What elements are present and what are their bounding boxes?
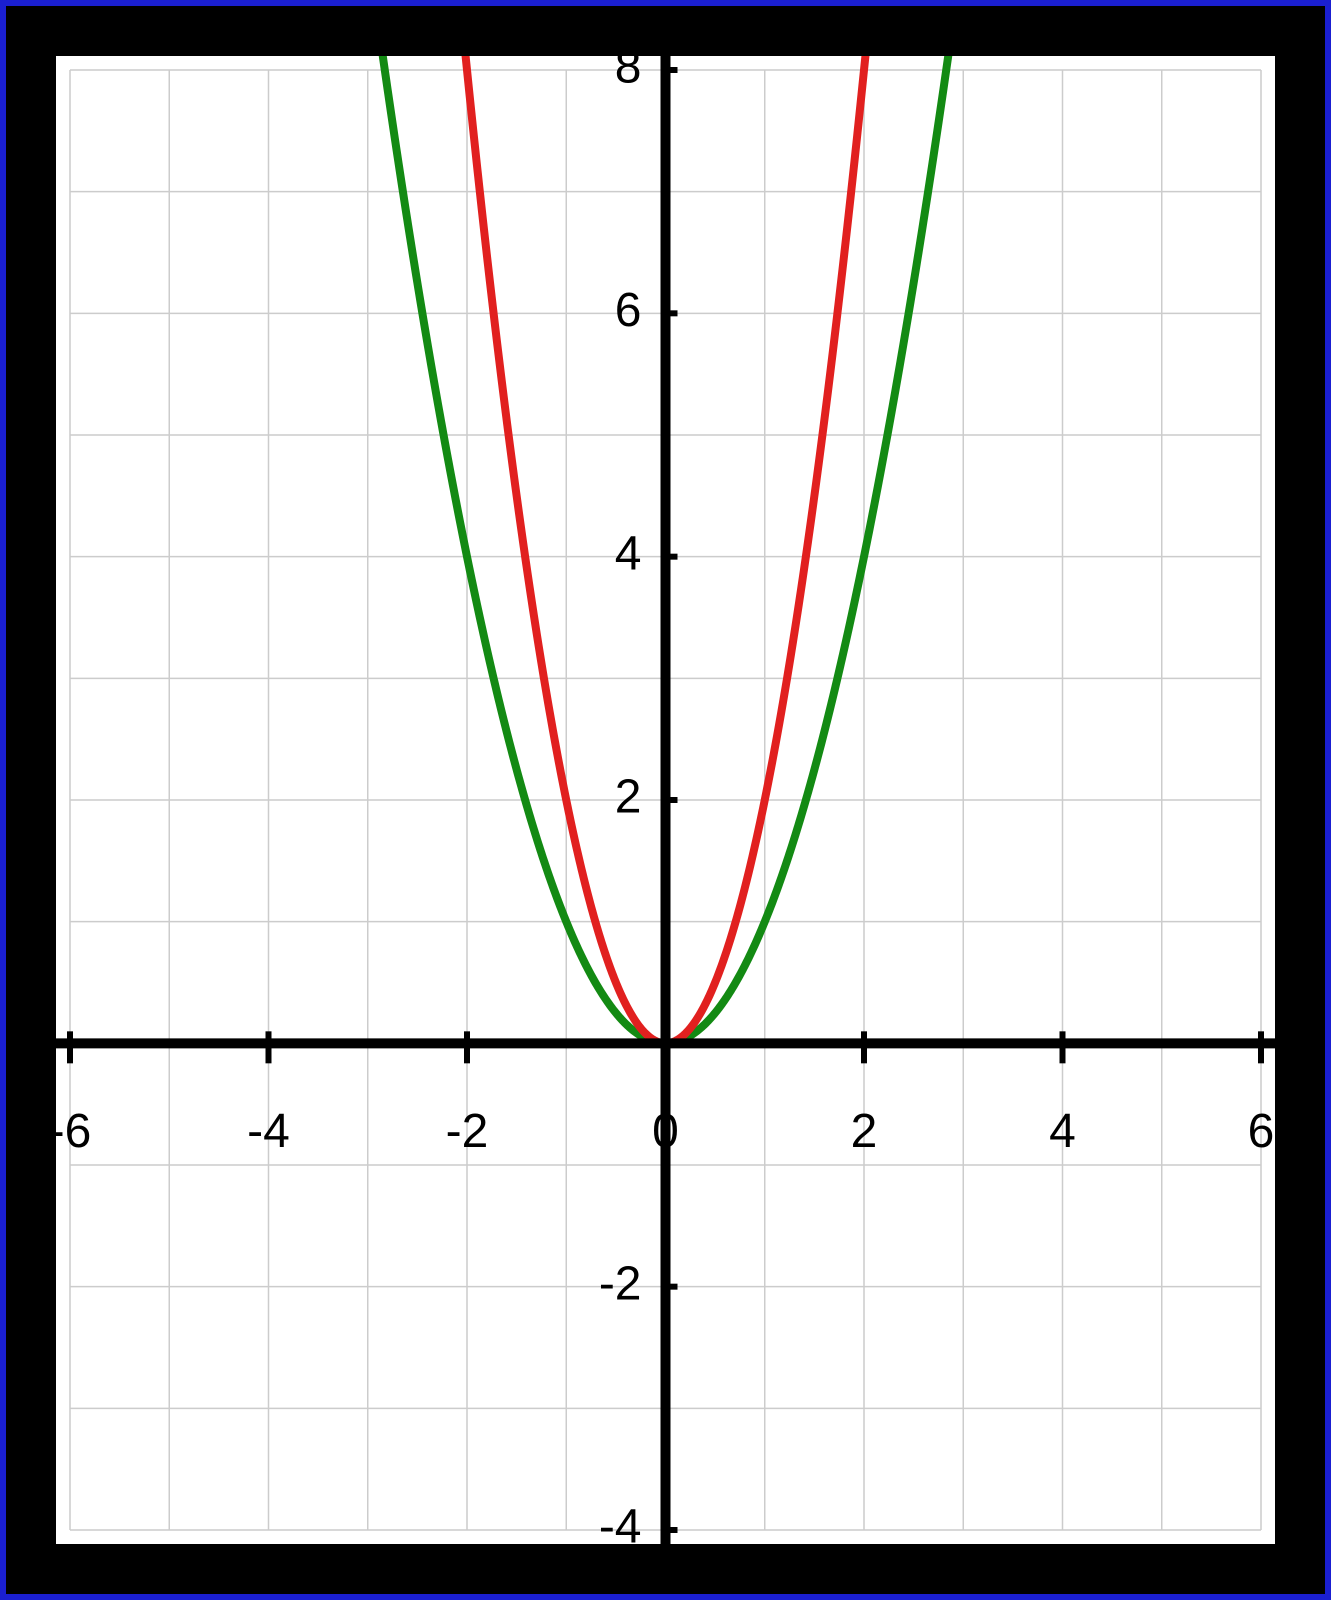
x-tick-label: 0 bbox=[652, 1105, 679, 1158]
y-tick-label: 6 bbox=[615, 284, 642, 337]
chart-svg: -6-4-20246-4-22468 bbox=[0, 0, 1331, 1600]
x-tick-label: 6 bbox=[1248, 1105, 1275, 1158]
x-tick-label: 2 bbox=[851, 1105, 878, 1158]
x-tick-label: -2 bbox=[446, 1105, 489, 1158]
chart-frame: -6-4-20246-4-22468 bbox=[0, 0, 1331, 1600]
x-tick-label: 4 bbox=[1049, 1105, 1076, 1158]
y-tick-label: 2 bbox=[615, 771, 642, 824]
y-tick-label: 4 bbox=[615, 527, 642, 580]
x-tick-label: -4 bbox=[247, 1105, 290, 1158]
y-tick-label: -2 bbox=[599, 1257, 642, 1310]
